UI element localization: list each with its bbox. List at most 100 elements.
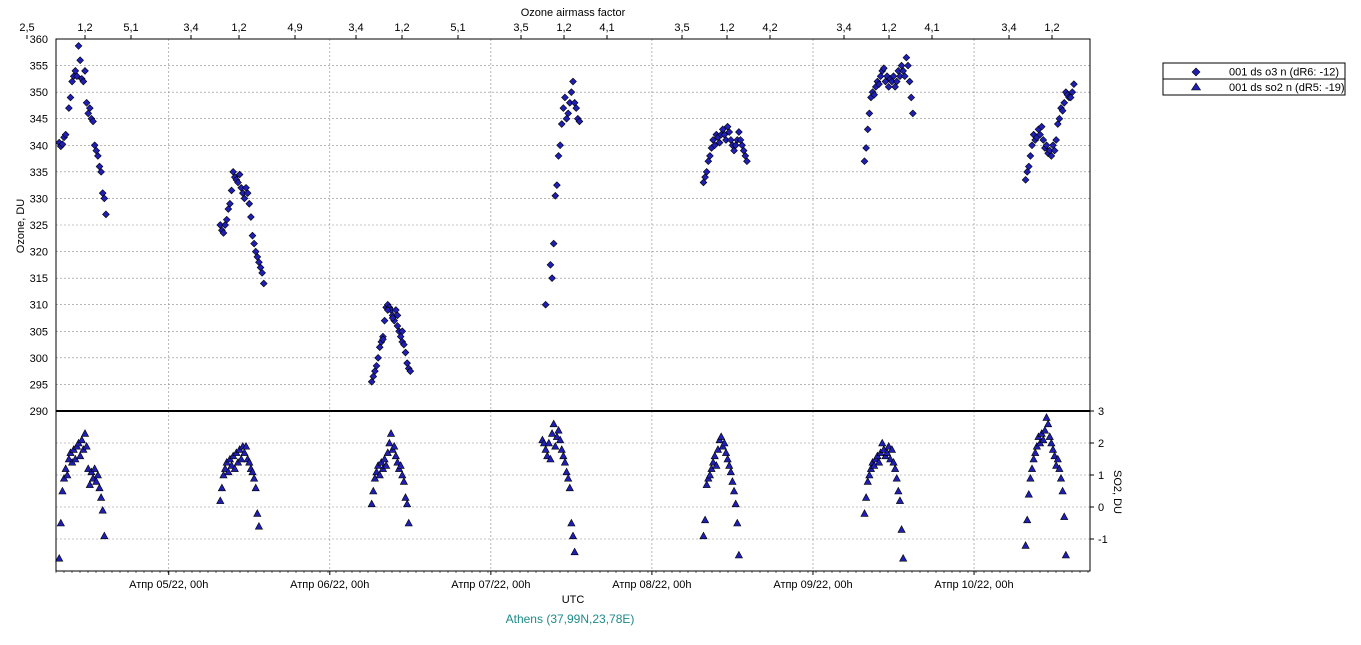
so2-point: [700, 515, 710, 524]
so2-point: [63, 470, 72, 479]
ozone-point: [567, 88, 576, 96]
time-tick-label: Атпр 06/22, 00h: [290, 579, 369, 591]
so2-point: [399, 477, 408, 485]
so2-point: [728, 477, 737, 485]
ozone-point: [81, 67, 89, 75]
ozone-tick-label: 335: [30, 167, 48, 179]
ozone-point: [94, 152, 102, 160]
airmass-tick-label: 3,4: [348, 22, 363, 34]
ozone-point: [884, 83, 893, 91]
ozone-point: [551, 191, 560, 200]
so2-point: [98, 505, 107, 514]
so2-point: [1048, 445, 1058, 453]
ozone-point: [557, 120, 566, 128]
ozone-point: [398, 327, 407, 336]
airmass-tick-label: 4,1: [924, 22, 939, 34]
ozone-point: [702, 168, 711, 176]
ozone-point: [367, 377, 376, 386]
ozone-point: [1028, 141, 1036, 150]
ozone-point: [870, 90, 879, 99]
time-tick-label: Атпр 10/22, 00h: [934, 579, 1013, 591]
so2-point: [237, 454, 246, 463]
ozone-point: [706, 152, 714, 160]
airmass-tick-label: 1,2: [394, 22, 409, 34]
ozone-point: [725, 128, 734, 136]
ozone-point: [564, 109, 572, 118]
ozone-point: [82, 98, 91, 107]
ozone-tick-label: 305: [30, 326, 48, 338]
so2-point: [543, 451, 552, 460]
so2-point: [729, 486, 739, 495]
ozone-point: [569, 77, 577, 86]
ozone-point: [902, 53, 911, 62]
ozone-point: [735, 128, 743, 136]
ozone-point: [1023, 168, 1032, 176]
so2-tick-label: 0: [1098, 502, 1104, 514]
ozone-point: [1050, 146, 1059, 155]
so2-point: [386, 429, 396, 437]
so2-point: [1021, 541, 1030, 549]
upper-panel-grid: [56, 39, 1090, 571]
so2-point: [76, 451, 85, 460]
so2-point: [710, 451, 719, 460]
ozone-point: [74, 42, 83, 50]
ozone-point: [380, 316, 389, 325]
ozone-point: [222, 215, 231, 224]
ozone-point: [1047, 152, 1056, 160]
ozone-point: [248, 231, 257, 240]
so2-point: [570, 547, 579, 556]
so2-point: [248, 467, 257, 476]
so2-point: [375, 470, 384, 479]
ozone-point: [66, 93, 75, 102]
so2-point: [897, 525, 906, 533]
so2-point: [865, 470, 874, 479]
ozone-point: [1052, 136, 1061, 144]
so2-point: [1042, 413, 1051, 421]
ozone-point: [875, 80, 883, 88]
so2-point: [723, 454, 732, 463]
so2-point: [886, 454, 895, 463]
ozone-point: [860, 157, 869, 166]
ozone-point: [561, 93, 569, 102]
ozone-point: [234, 178, 242, 187]
ozone-point: [1060, 98, 1069, 107]
ozone-point: [562, 114, 571, 123]
so2-point: [1060, 512, 1069, 520]
time-axis-label: UTC: [562, 594, 585, 606]
ozone-point: [892, 77, 901, 86]
ozone-point: [73, 72, 81, 81]
so2-point: [1031, 448, 1040, 456]
ozone-point: [559, 104, 568, 112]
so2-point: [382, 461, 391, 469]
ozone-point: [76, 56, 84, 65]
ozone-point: [880, 64, 888, 73]
ozone-point: [374, 354, 382, 362]
ozone-point: [58, 140, 67, 149]
ozone-point: [743, 157, 751, 166]
ozone-tick-label: 360: [30, 34, 48, 46]
ozone-point: [907, 93, 916, 102]
so2-point: [562, 467, 571, 476]
so2-point: [249, 473, 259, 482]
airmass-tick-label: 3,5: [674, 22, 689, 34]
ozone-point: [65, 104, 73, 112]
so2-point: [230, 464, 239, 472]
ozone-point: [89, 117, 97, 126]
ozone-point: [400, 340, 408, 349]
ozone-point: [243, 189, 252, 197]
so2-point: [895, 496, 905, 504]
time-tick-label: Атпр 08/22, 00h: [612, 579, 691, 591]
ozone-series: [55, 42, 1078, 386]
so2-axis-label: SO2, DU: [1111, 470, 1123, 514]
ozone-point: [865, 109, 874, 118]
so2-point: [889, 457, 898, 466]
so2-point: [1026, 473, 1035, 482]
ozone-point: [701, 173, 709, 181]
ozone-tick-label: 350: [30, 87, 48, 99]
ozone-point: [240, 194, 249, 203]
airmass-tick-label: 1,2: [77, 22, 92, 34]
ozone-tick-label: 290: [30, 406, 48, 418]
ozone-point: [102, 210, 110, 219]
so2-point: [96, 493, 106, 501]
